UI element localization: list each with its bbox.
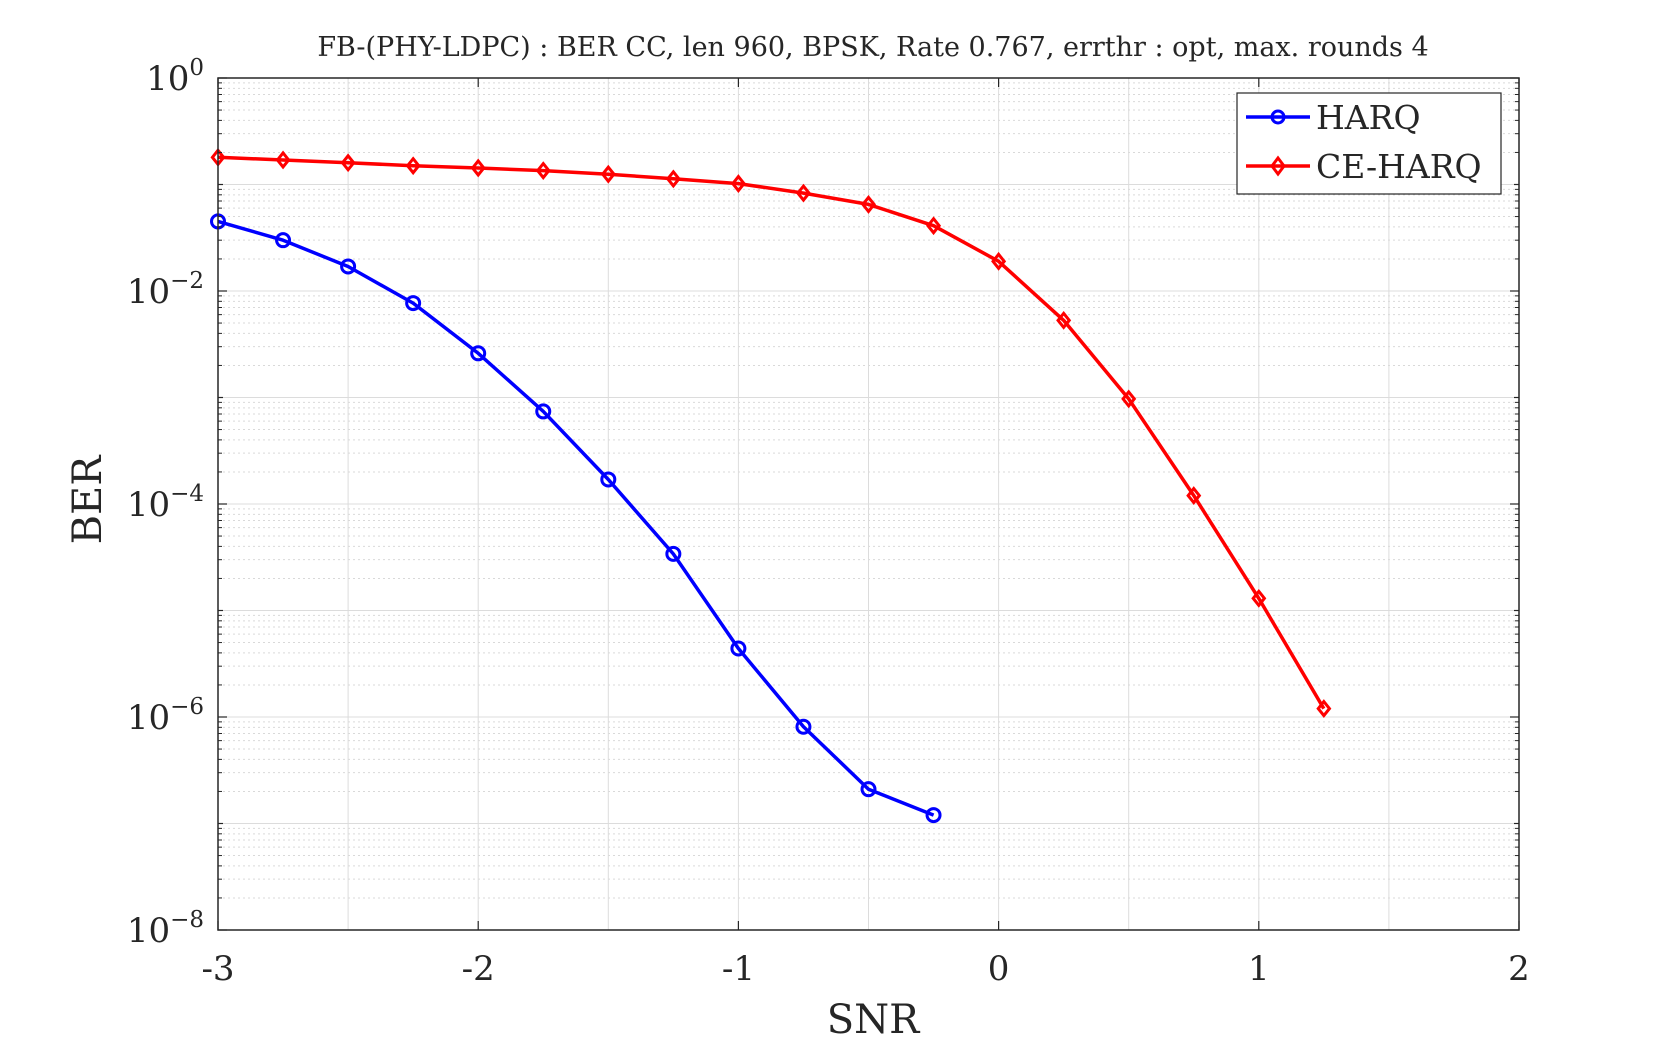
data-point-ce-harq xyxy=(795,183,811,203)
y-tick-label: 10−8 xyxy=(127,907,204,951)
data-point-ce-harq xyxy=(600,164,616,184)
x-tick-label: -2 xyxy=(462,949,495,989)
data-point-harq xyxy=(795,718,812,735)
data-point-harq xyxy=(730,640,747,657)
x-tick-label: 0 xyxy=(988,949,1010,989)
legend-label-ce-harq: CE-HARQ xyxy=(1316,147,1482,186)
series-line-harq xyxy=(217,219,935,817)
data-point-harq xyxy=(340,258,357,275)
data-point-harq xyxy=(665,545,682,562)
x-tick-label: -1 xyxy=(722,949,755,989)
x-tick-label: 2 xyxy=(1508,949,1530,989)
legend: HARQ CE-HARQ xyxy=(1236,92,1502,195)
legend-box xyxy=(1236,92,1502,195)
data-point-ce-harq xyxy=(1251,588,1267,608)
y-axis-label: BER xyxy=(65,454,111,545)
y-tick-label: 10−6 xyxy=(127,694,204,738)
data-point-ce-harq xyxy=(405,156,421,176)
data-point-harq xyxy=(275,232,292,249)
data-point-ce-harq xyxy=(991,251,1007,271)
legend-marker-harq xyxy=(1270,109,1286,125)
series-layer xyxy=(210,147,1332,824)
data-point-ce-harq xyxy=(1056,310,1072,330)
data-point-ce-harq xyxy=(730,174,746,193)
legend-marker-ce-harq xyxy=(1270,155,1286,177)
data-point-harq xyxy=(535,403,552,420)
data-point-harq xyxy=(925,807,942,824)
tick-marks xyxy=(217,77,1520,931)
data-point-harq xyxy=(405,295,422,312)
legend-item-ce-harq: CE-HARQ xyxy=(1246,147,1482,186)
data-point-ce-harq xyxy=(275,150,291,170)
series-line-ce-harq xyxy=(217,155,1326,710)
y-tick-labels: 100 10−2 10−4 10−6 10−8 xyxy=(127,55,204,951)
data-point-ce-harq xyxy=(1316,699,1332,718)
legend-item-harq: HARQ xyxy=(1246,98,1421,137)
data-point-harq xyxy=(470,345,487,362)
data-point-harq xyxy=(860,781,877,798)
data-point-ce-harq xyxy=(860,195,877,214)
data-point-ce-harq xyxy=(665,169,681,189)
y-tick-label: 100 xyxy=(146,55,204,99)
data-point-ce-harq xyxy=(1121,389,1137,409)
data-point-ce-harq xyxy=(340,153,356,173)
data-point-ce-harq xyxy=(1186,486,1202,505)
x-tick-label: -3 xyxy=(201,949,234,989)
legend-label-harq: HARQ xyxy=(1316,98,1421,137)
y-tick-label: 10−4 xyxy=(127,481,204,525)
data-point-harq xyxy=(600,471,617,488)
data-point-ce-harq xyxy=(535,161,551,181)
data-point-ce-harq xyxy=(926,216,942,236)
data-point-ce-harq xyxy=(470,158,486,178)
x-tick-label: 1 xyxy=(1248,949,1270,989)
y-tick-label: 10−2 xyxy=(127,268,204,312)
x-tick-labels: -3 -2 -1 0 1 2 xyxy=(201,949,1529,989)
x-axis-label: SNR xyxy=(827,997,921,1042)
chart-title: FB-(PHY-LDPC) : BER CC, len 960, BPSK, R… xyxy=(317,32,1428,63)
